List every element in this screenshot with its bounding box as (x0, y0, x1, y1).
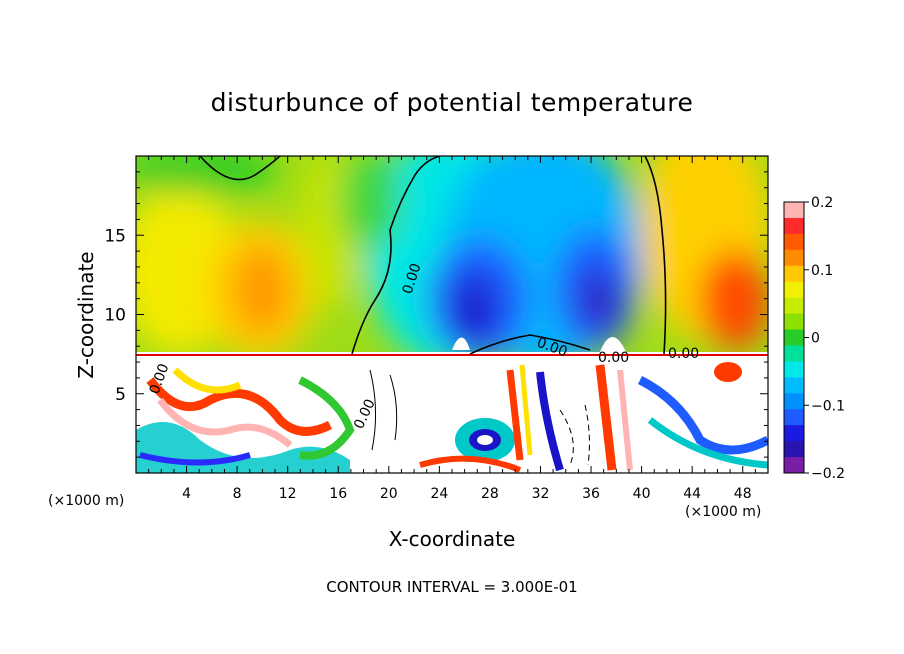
colorbar-ticks: 0.2 0.1 0 −0.1 −0.2 (804, 195, 845, 482)
x-tick-label: 4 (182, 486, 191, 502)
x-tick-label: 16 (329, 486, 347, 502)
colorbar-segment (784, 217, 804, 235)
x-unit-label-left: (×1000 m) (48, 493, 124, 509)
colorbar-tick-label: 0 (811, 331, 820, 347)
x-tick-label: 32 (532, 486, 550, 502)
colorbar-tick-label: 0.2 (811, 195, 833, 211)
y-axis-title: Z-coordinate (74, 251, 98, 378)
hill-highlight (600, 337, 626, 352)
colorbar-segment (784, 329, 804, 346)
colorbar-segment (784, 297, 804, 315)
x-tick-label: 20 (380, 486, 398, 502)
x-tick-label: 8 (233, 486, 242, 502)
colorbar-segment (784, 233, 804, 251)
colorbar-segment (784, 345, 804, 362)
colorbar-segment (784, 409, 804, 426)
x-tick-label: 48 (734, 486, 752, 502)
colorbar-tick-label: 0.1 (811, 263, 833, 279)
x-tick-label: 40 (633, 486, 651, 502)
colorbar-segment (784, 202, 804, 219)
x-axis-title: X-coordinate (389, 527, 516, 551)
y-tick-label: 10 (104, 306, 126, 326)
lower-field-features (136, 352, 768, 473)
colorbar-segment (784, 249, 804, 267)
colorbar-segment (784, 457, 804, 474)
hill-highlight (452, 337, 470, 350)
x-tick-label: 36 (582, 486, 600, 502)
contour-label: 0.00 (598, 350, 629, 366)
x-axis-ticks: 4 8 12 16 20 24 28 32 36 40 44 48 (148, 156, 756, 502)
colorbar-segment (784, 425, 804, 442)
chart-title: disturbunce of potential temperature (211, 88, 694, 117)
colorbar-segment (784, 313, 804, 331)
y-tick-label: 5 (115, 385, 126, 405)
colorbar-segment (784, 377, 804, 394)
colorbar-tick-label: −0.1 (811, 398, 845, 414)
zero-contours (199, 156, 667, 355)
x-tick-label: 12 (279, 486, 297, 502)
upper-field-blobs (136, 156, 768, 370)
colorbar (784, 202, 804, 474)
contour-label: 0.00 (668, 346, 699, 362)
x-tick-label: 24 (430, 486, 448, 502)
colorbar-segment (784, 361, 804, 378)
y-tick-label: 15 (104, 226, 126, 246)
x-unit-label-right: (×1000 m) (685, 504, 761, 520)
colorbar-tick-label: −0.2 (811, 466, 845, 482)
y-axis-ticks: 5 10 15 (104, 171, 768, 458)
colorbar-segment (784, 281, 804, 299)
lower-field-base (136, 356, 768, 473)
contour-interval-note: CONTOUR INTERVAL = 3.000E-01 (326, 578, 577, 596)
colorbar-segment (784, 265, 804, 283)
plot-area: 0.00 0.00 0.00 0.00 0.00 0.00 (136, 156, 768, 473)
x-tick-label: 44 (683, 486, 701, 502)
x-tick-label: 28 (481, 486, 499, 502)
colorbar-segment (784, 441, 804, 458)
colorbar-segment (784, 393, 804, 410)
